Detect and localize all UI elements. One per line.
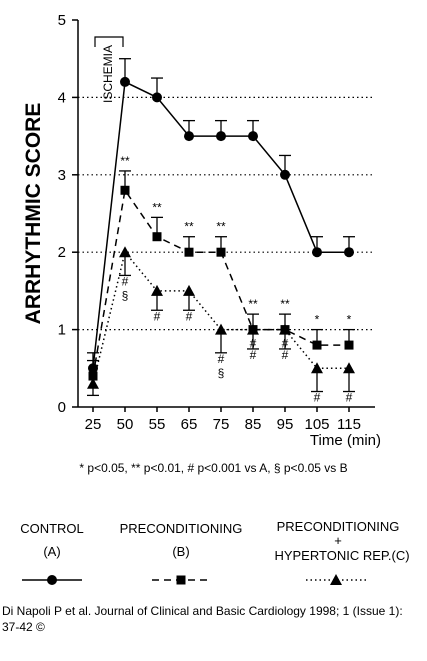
data-point-triangle bbox=[279, 323, 291, 335]
significance-label: ** bbox=[248, 297, 258, 311]
significance-footnote: * p<0.05, ** p<0.01, # p<0.001 vs A, § p… bbox=[79, 461, 348, 475]
data-point-circle bbox=[312, 247, 322, 258]
x-tick-label: 105 bbox=[304, 416, 329, 433]
significance-label: * bbox=[347, 313, 352, 327]
data-point-triangle bbox=[87, 377, 99, 389]
data-point-triangle bbox=[119, 246, 131, 258]
legend-control-marker bbox=[47, 575, 57, 585]
data-point-square bbox=[216, 247, 226, 257]
significance-label: # bbox=[154, 309, 161, 323]
x-tick-label: 25 bbox=[85, 416, 102, 433]
significance-label: ** bbox=[184, 220, 194, 234]
data-point-circle bbox=[344, 247, 354, 258]
data-point-triangle bbox=[183, 284, 195, 296]
data-point-triangle bbox=[247, 323, 259, 335]
data-point-triangle bbox=[343, 362, 355, 374]
data-point-circle bbox=[120, 76, 130, 87]
y-axis-label: ARRHYTHMIC SCORE bbox=[22, 103, 45, 325]
ischemia-label: ISCHEMIA bbox=[101, 45, 115, 103]
legend-precond-marker bbox=[176, 575, 186, 585]
data-point-square bbox=[120, 185, 130, 195]
y-tick-label: 4 bbox=[58, 89, 66, 106]
data-point-square bbox=[312, 340, 322, 350]
significance-label: ** bbox=[216, 220, 226, 234]
x-tick-label: 115 bbox=[337, 416, 361, 433]
data-point-circle bbox=[216, 131, 226, 142]
x-axis-label: Time (min) bbox=[310, 432, 381, 449]
data-point-circle bbox=[280, 169, 290, 180]
data-point-circle bbox=[184, 131, 194, 142]
data-point-square bbox=[88, 371, 98, 381]
y-tick-label: 0 bbox=[58, 399, 66, 416]
x-tick-label: 85 bbox=[245, 416, 262, 433]
x-tick-label: 65 bbox=[181, 416, 198, 433]
significance-label: § bbox=[218, 366, 225, 380]
data-point-triangle bbox=[311, 362, 323, 374]
significance-label: # bbox=[250, 348, 257, 362]
y-tick-label: 3 bbox=[58, 167, 66, 184]
legend-control-label: CONTROL bbox=[20, 521, 84, 536]
data-point-square bbox=[344, 340, 354, 350]
y-tick-label: 5 bbox=[58, 12, 66, 29]
y-tick-label: 2 bbox=[58, 244, 66, 261]
significance-label: ** bbox=[152, 200, 162, 214]
significance-label: ** bbox=[280, 297, 290, 311]
significance-label: # bbox=[122, 274, 129, 288]
significance-label: # bbox=[218, 352, 225, 366]
ischemia-bracket bbox=[94, 36, 124, 47]
significance-label: § bbox=[122, 288, 129, 302]
legend-hyper-group: HYPERTONIC REP.(C) bbox=[274, 548, 409, 563]
significance-label: # bbox=[346, 391, 353, 405]
citation: Di Napoli P et al. Journal of Clinical a… bbox=[2, 604, 403, 634]
x-tick-label: 55 bbox=[149, 416, 166, 433]
legend-hyper-label: PRECONDITIONING bbox=[277, 519, 400, 534]
x-tick-label: 50 bbox=[117, 416, 134, 433]
significance-label: ** bbox=[120, 154, 130, 168]
x-tick-label: 95 bbox=[277, 416, 294, 433]
data-point-circle bbox=[152, 92, 162, 103]
data-point-square bbox=[184, 247, 194, 257]
legend-control-group: (A) bbox=[43, 544, 60, 559]
series-line-triangle bbox=[92, 250, 349, 384]
legend-hyper-marker bbox=[330, 574, 342, 585]
data-point-circle bbox=[248, 131, 258, 142]
data-point-triangle bbox=[215, 323, 227, 335]
y-tick-label: 1 bbox=[58, 322, 66, 339]
data-point-triangle bbox=[151, 284, 163, 296]
significance-label: * bbox=[315, 313, 320, 327]
x-tick-label: 75 bbox=[213, 416, 230, 433]
data-point-square bbox=[152, 232, 162, 242]
significance-label: # bbox=[314, 391, 321, 405]
legend-precond-group: (B) bbox=[172, 544, 189, 559]
significance-label: # bbox=[186, 309, 193, 323]
significance-label: # bbox=[282, 348, 289, 362]
legend-hyper-plus: + bbox=[334, 533, 342, 548]
legend-precond-label: PRECONDITIONING bbox=[120, 521, 243, 536]
